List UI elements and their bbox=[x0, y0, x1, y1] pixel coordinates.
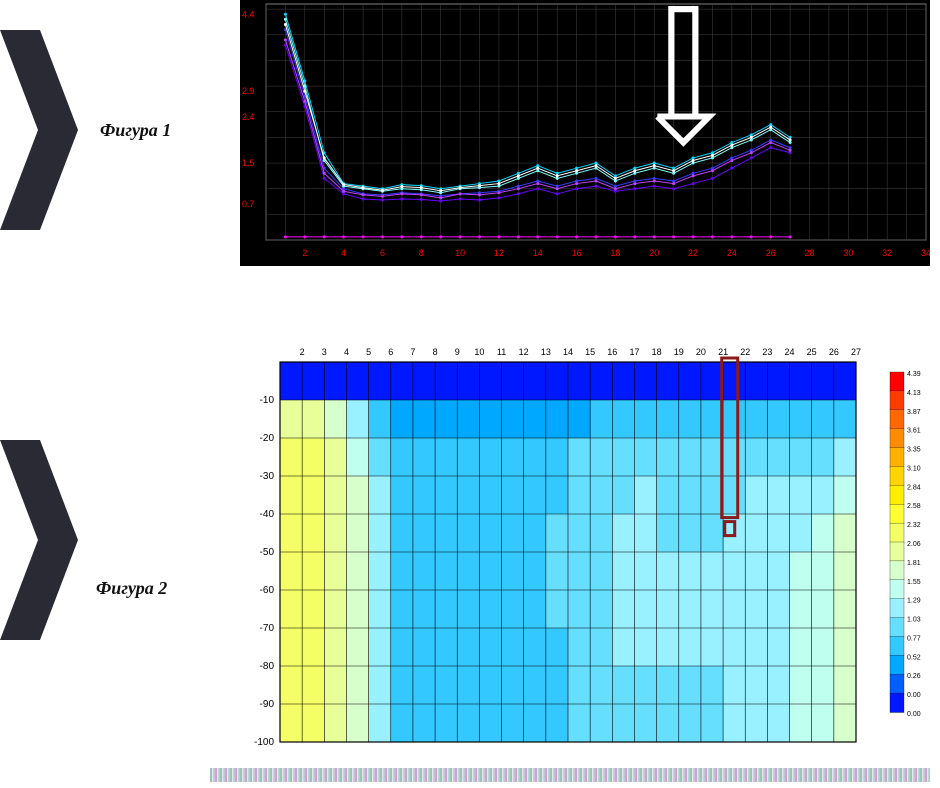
svg-text:3.10: 3.10 bbox=[907, 465, 921, 472]
svg-text:6: 6 bbox=[388, 347, 393, 357]
svg-text:32: 32 bbox=[882, 248, 892, 258]
svg-text:2.06: 2.06 bbox=[907, 541, 921, 548]
svg-text:-50: -50 bbox=[260, 547, 275, 558]
svg-text:22: 22 bbox=[740, 347, 750, 357]
svg-text:-70: -70 bbox=[260, 623, 275, 634]
svg-text:24: 24 bbox=[727, 248, 737, 258]
svg-text:2.4: 2.4 bbox=[242, 112, 255, 122]
svg-text:14: 14 bbox=[533, 248, 543, 258]
svg-text:20: 20 bbox=[696, 347, 706, 357]
svg-text:18: 18 bbox=[610, 248, 620, 258]
svg-text:16: 16 bbox=[607, 347, 617, 357]
svg-text:34: 34 bbox=[921, 248, 930, 258]
svg-text:26: 26 bbox=[829, 347, 839, 357]
marker-fig1 bbox=[0, 30, 80, 230]
svg-text:4: 4 bbox=[341, 248, 346, 258]
svg-text:22: 22 bbox=[688, 248, 698, 258]
svg-text:30: 30 bbox=[843, 248, 853, 258]
svg-text:-100: -100 bbox=[254, 737, 274, 748]
svg-text:4.4: 4.4 bbox=[242, 9, 255, 19]
svg-text:3.35: 3.35 bbox=[907, 447, 921, 454]
svg-text:-30: -30 bbox=[260, 471, 275, 482]
svg-text:0.7: 0.7 bbox=[242, 199, 255, 209]
svg-text:3: 3 bbox=[322, 347, 327, 357]
svg-text:19: 19 bbox=[674, 347, 684, 357]
svg-text:26: 26 bbox=[766, 248, 776, 258]
svg-text:4.39: 4.39 bbox=[907, 371, 921, 378]
chart2-heatmap: 2345678910111213141516171819202122232425… bbox=[236, 340, 936, 750]
svg-text:3.87: 3.87 bbox=[907, 409, 921, 416]
svg-text:17: 17 bbox=[629, 347, 639, 357]
chart1-line: 2468101214161820222426283032340.71.52.42… bbox=[240, 0, 930, 266]
svg-text:13: 13 bbox=[541, 347, 551, 357]
svg-text:20: 20 bbox=[649, 248, 659, 258]
svg-text:0.77: 0.77 bbox=[907, 635, 921, 642]
svg-text:10: 10 bbox=[474, 347, 484, 357]
svg-text:1.03: 1.03 bbox=[907, 617, 921, 624]
label-fig2: Фигура 2 bbox=[96, 578, 167, 599]
svg-text:8: 8 bbox=[433, 347, 438, 357]
svg-text:4: 4 bbox=[344, 347, 349, 357]
svg-text:5: 5 bbox=[366, 347, 371, 357]
svg-text:28: 28 bbox=[805, 248, 815, 258]
svg-text:25: 25 bbox=[807, 347, 817, 357]
svg-text:9: 9 bbox=[455, 347, 460, 357]
svg-text:-60: -60 bbox=[260, 585, 275, 596]
svg-text:2.9: 2.9 bbox=[242, 86, 255, 96]
svg-text:0.00: 0.00 bbox=[907, 711, 921, 718]
svg-text:12: 12 bbox=[494, 248, 504, 258]
svg-text:14: 14 bbox=[563, 347, 573, 357]
svg-text:2: 2 bbox=[300, 347, 305, 357]
svg-text:2: 2 bbox=[302, 248, 307, 258]
svg-text:3.61: 3.61 bbox=[907, 428, 921, 435]
svg-text:1.81: 1.81 bbox=[907, 560, 921, 567]
svg-text:1.5: 1.5 bbox=[242, 158, 255, 168]
svg-text:2.32: 2.32 bbox=[907, 522, 921, 529]
svg-text:27: 27 bbox=[851, 347, 861, 357]
svg-text:1.29: 1.29 bbox=[907, 598, 921, 605]
svg-text:-90: -90 bbox=[260, 699, 275, 710]
svg-text:-20: -20 bbox=[260, 433, 275, 444]
svg-text:16: 16 bbox=[572, 248, 582, 258]
svg-text:1.55: 1.55 bbox=[907, 579, 921, 586]
svg-text:23: 23 bbox=[762, 347, 772, 357]
marker-fig2 bbox=[0, 440, 80, 640]
svg-text:24: 24 bbox=[785, 347, 795, 357]
svg-text:0.52: 0.52 bbox=[907, 654, 921, 661]
footer-noise-strip bbox=[210, 768, 930, 782]
svg-text:-40: -40 bbox=[260, 509, 275, 520]
svg-text:21: 21 bbox=[718, 347, 728, 357]
label-fig1: Фигура 1 bbox=[100, 120, 171, 141]
svg-text:10: 10 bbox=[455, 248, 465, 258]
svg-text:0.26: 0.26 bbox=[907, 673, 921, 680]
svg-text:-80: -80 bbox=[260, 661, 275, 672]
svg-text:18: 18 bbox=[652, 347, 662, 357]
svg-text:4.13: 4.13 bbox=[907, 390, 921, 397]
svg-text:7: 7 bbox=[410, 347, 415, 357]
svg-text:2.84: 2.84 bbox=[907, 484, 921, 491]
svg-text:12: 12 bbox=[519, 347, 529, 357]
svg-text:6: 6 bbox=[380, 248, 385, 258]
svg-text:2.58: 2.58 bbox=[907, 503, 921, 510]
svg-text:15: 15 bbox=[585, 347, 595, 357]
svg-text:0.00: 0.00 bbox=[907, 692, 921, 699]
svg-text:8: 8 bbox=[419, 248, 424, 258]
svg-text:-10: -10 bbox=[260, 395, 275, 406]
svg-text:11: 11 bbox=[497, 347, 506, 357]
